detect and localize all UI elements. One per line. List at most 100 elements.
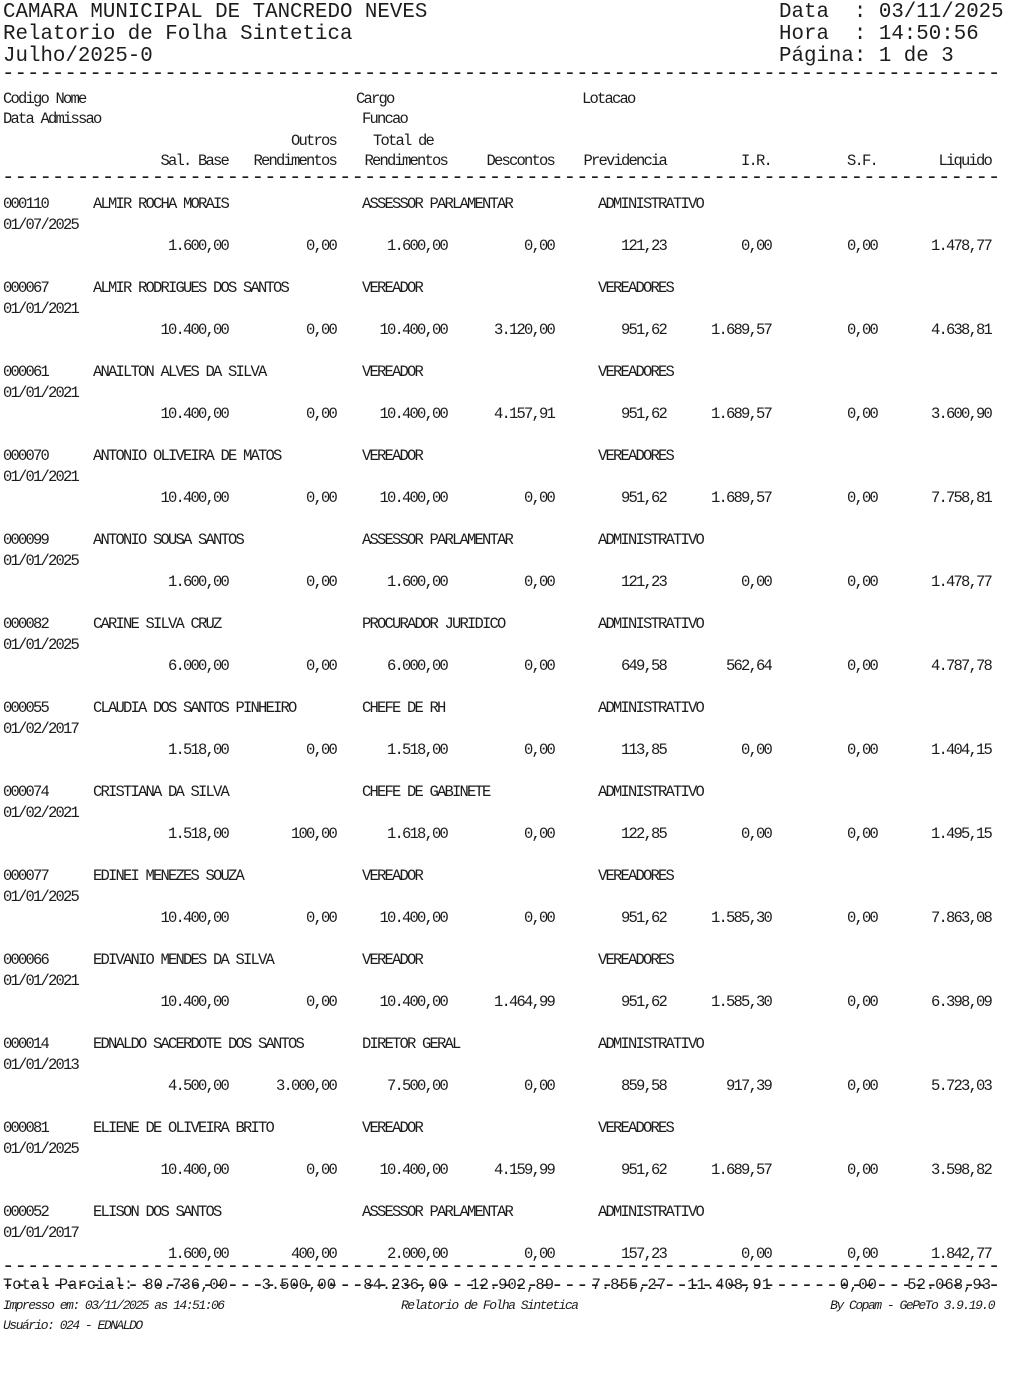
- col-header-rendimentos: Rendimentos: [253, 152, 337, 170]
- employee-admission-date: 01/01/2021: [3, 384, 80, 402]
- employee-lotacao: VEREADORES: [598, 447, 675, 465]
- employee-liquido: 7.758,81: [930, 489, 993, 507]
- employee-outros-rendimentos: 400,00: [290, 1245, 338, 1263]
- employee-sal-base: 10.400,00: [160, 321, 229, 339]
- employee-code: 000061: [3, 363, 50, 381]
- employee-row: 000067 ALMIR RODRIGUES DOS SANTOS VEREAD…: [0, 278, 1009, 362]
- employee-sf: 0,00: [846, 1245, 879, 1263]
- col-header-sf: S.F.: [846, 152, 879, 170]
- employee-ir: 1.689,57: [710, 1161, 773, 1179]
- employee-name: EDNALDO SACERDOTE DOS SANTOS: [93, 1035, 305, 1053]
- employee-previdencia: 157,23: [620, 1245, 668, 1263]
- employee-row: 000066 EDIVANIO MENDES DA SILVA VEREADOR…: [0, 950, 1009, 1034]
- employee-code: 000077: [3, 867, 50, 885]
- employee-code: 000081: [3, 1119, 50, 1137]
- employee-total-rendimentos: 10.400,00: [379, 321, 448, 339]
- employee-sal-base: 10.400,00: [160, 993, 229, 1011]
- employee-lotacao: ADMINISTRATIVO: [598, 783, 705, 801]
- col-header-codigo-nome: Codigo Nome: [3, 90, 87, 108]
- employee-lotacao: VEREADORES: [598, 867, 675, 885]
- report-time: Hora : 14:50:56: [779, 23, 979, 46]
- employee-total-rendimentos: 10.400,00: [379, 909, 448, 927]
- employee-total-rendimentos: 1.600,00: [386, 573, 449, 591]
- employee-descontos: 4.159,99: [493, 1161, 556, 1179]
- employee-ir: 1.689,57: [710, 405, 773, 423]
- employee-ir: 1.689,57: [710, 321, 773, 339]
- col-header-rendimentos-total: Rendimentos: [364, 152, 448, 170]
- employee-sal-base: 10.400,00: [160, 405, 229, 423]
- employee-cargo: PROCURADOR JURIDICO: [362, 615, 506, 633]
- employee-row: 000081 ELIENE DE OLIVEIRA BRITO VEREADOR…: [0, 1118, 1009, 1202]
- employee-previdencia: 649,58: [620, 657, 668, 675]
- employee-lotacao: VEREADORES: [598, 1119, 675, 1137]
- employee-admission-date: 01/01/2021: [3, 468, 80, 486]
- footer-printed-at: Impresso em: 03/11/2025 as 14:51:06: [3, 1298, 225, 1313]
- employee-name: ANTONIO SOUSA SANTOS: [93, 531, 245, 549]
- separator-line: ----------------------------------------…: [2, 1257, 1001, 1278]
- employee-previdencia: 951,62: [620, 489, 668, 507]
- employee-total-rendimentos: 1.600,00: [386, 237, 449, 255]
- employee-row: 000014 EDNALDO SACERDOTE DOS SANTOS DIRE…: [0, 1034, 1009, 1118]
- col-header-sal-base: Sal. Base: [160, 152, 229, 170]
- employee-ir: 0,00: [740, 825, 773, 843]
- employee-name: CARINE SILVA CRUZ: [93, 615, 222, 633]
- employee-name: ELIENE DE OLIVEIRA BRITO: [93, 1119, 275, 1137]
- col-header-descontos: Descontos: [486, 152, 555, 170]
- employee-total-rendimentos: 1.618,00: [386, 825, 449, 843]
- employee-outros-rendimentos: 0,00: [305, 1161, 338, 1179]
- employee-total-rendimentos: 10.400,00: [379, 1161, 448, 1179]
- col-header-liquido: Liquido: [938, 152, 992, 170]
- employee-name: CRISTIANA DA SILVA: [93, 783, 230, 801]
- employee-total-rendimentos: 7.500,00: [386, 1077, 449, 1095]
- separator-line: ----------------------------------------…: [2, 64, 1001, 85]
- employee-liquido: 1.842,77: [930, 1245, 993, 1263]
- employee-sal-base: 10.400,00: [160, 489, 229, 507]
- employee-descontos: 1.464,99: [493, 993, 556, 1011]
- employee-cargo: CHEFE DE RH: [362, 699, 446, 717]
- col-header-funcao: Funcao: [362, 110, 409, 128]
- employee-sal-base: 1.518,00: [167, 741, 230, 759]
- employee-sf: 0,00: [846, 321, 879, 339]
- total-descontos: 12.902,89: [470, 1276, 554, 1294]
- employee-cargo: VEREADOR: [362, 447, 424, 465]
- col-header-outros: Outros: [290, 132, 338, 150]
- report-title: Relatorio de Folha Sintetica: [3, 23, 353, 46]
- employee-cargo: VEREADOR: [362, 279, 424, 297]
- org-name: CAMARA MUNICIPAL DE TANCREDO NEVES: [3, 1, 428, 24]
- employee-name: ANTONIO OLIVEIRA DE MATOS: [93, 447, 282, 465]
- employee-outros-rendimentos: 0,00: [305, 405, 338, 423]
- employee-cargo: ASSESSOR PARLAMENTAR: [362, 1203, 514, 1221]
- employee-code: 000066: [3, 951, 50, 969]
- employee-lotacao: ADMINISTRATIVO: [598, 1035, 705, 1053]
- employee-descontos: 3.120,00: [493, 321, 556, 339]
- employee-lotacao: ADMINISTRATIVO: [598, 1203, 705, 1221]
- employee-row: 000074 CRISTIANA DA SILVA CHEFE DE GABIN…: [0, 782, 1009, 866]
- employee-code: 000014: [3, 1035, 50, 1053]
- employee-sf: 0,00: [846, 573, 879, 591]
- col-header-lotacao: Lotacao: [582, 90, 636, 108]
- col-header-cargo: Cargo: [356, 90, 395, 108]
- employee-ir: 1.585,30: [710, 909, 773, 927]
- employee-name: ALMIR ROCHA MORAIS: [93, 195, 230, 213]
- employee-descontos: 0,00: [523, 237, 556, 255]
- employee-outros-rendimentos: 0,00: [305, 993, 338, 1011]
- employee-previdencia: 859,58: [620, 1077, 668, 1095]
- employee-sf: 0,00: [846, 1077, 879, 1095]
- employee-sal-base: 1.600,00: [167, 573, 230, 591]
- employee-liquido: 7.863,08: [930, 909, 993, 927]
- employee-admission-date: 01/01/2025: [3, 636, 80, 654]
- employee-sf: 0,00: [846, 741, 879, 759]
- employee-admission-date: 01/01/2021: [3, 300, 80, 318]
- employee-name: CLAUDIA DOS SANTOS PINHEIRO: [93, 699, 297, 717]
- employee-sf: 0,00: [846, 237, 879, 255]
- totals-label: Total Parcial:: [3, 1276, 134, 1294]
- employee-lotacao: ADMINISTRATIVO: [598, 531, 705, 549]
- employee-sf: 0,00: [846, 909, 879, 927]
- employee-total-rendimentos: 2.000,00: [386, 1245, 449, 1263]
- employee-previdencia: 951,62: [620, 405, 668, 423]
- footer-report-name: Relatorio de Folha Sintetica: [401, 1298, 579, 1313]
- employee-liquido: 1.478,77: [930, 237, 993, 255]
- employee-cargo: CHEFE DE GABINETE: [362, 783, 491, 801]
- total-ir: 11.408,91: [687, 1276, 771, 1294]
- employee-admission-date: 01/01/2025: [3, 888, 80, 906]
